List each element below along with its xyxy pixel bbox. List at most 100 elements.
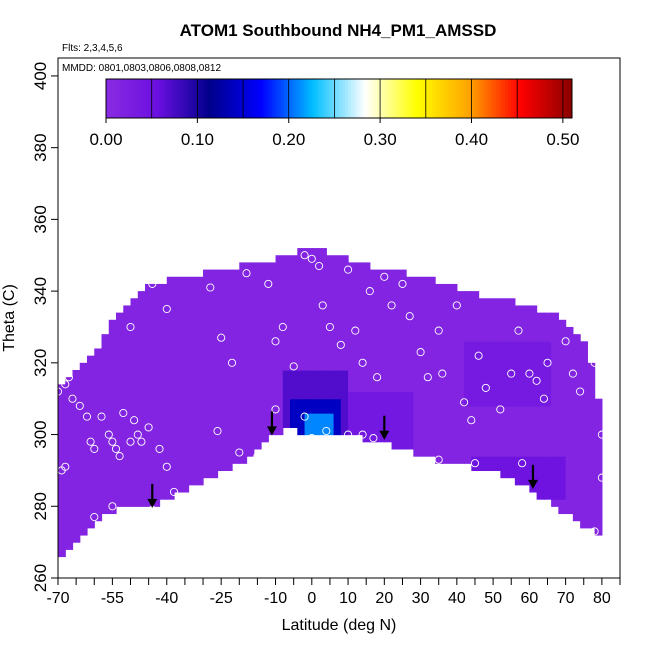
heatmap-cell (58, 520, 66, 529)
heatmap-cell (304, 391, 313, 400)
heatmap-cell (58, 391, 66, 400)
heatmap-cell (188, 463, 197, 472)
heatmap-cell (565, 448, 574, 457)
heatmap-cell (232, 362, 240, 371)
heatmap-cell (398, 312, 407, 321)
colorbar-segment (225, 79, 229, 118)
heatmap-cell (580, 405, 588, 414)
heatmap-cell (166, 334, 175, 342)
heatmap-cell (123, 341, 132, 350)
sample-point (86, 437, 95, 446)
heatmap-cell (275, 427, 284, 436)
heatmap-cell (522, 334, 530, 342)
heatmap-cell (72, 384, 81, 393)
heatmap-cell (391, 341, 400, 350)
heatmap-cell (427, 377, 436, 385)
down-arrow-icon (266, 411, 277, 436)
heatmap-cell (217, 312, 226, 321)
heatmap-cell (311, 362, 320, 371)
colorbar-segment (353, 79, 357, 118)
heatmap-cell (384, 291, 393, 299)
heatmap-cell (435, 348, 443, 357)
heatmap-cell (507, 398, 516, 407)
heatmap-cell (522, 434, 530, 443)
heatmap-cell (304, 377, 313, 385)
heatmap-cell (551, 434, 559, 443)
heatmap-cell (137, 305, 146, 314)
heatmap-cell (398, 298, 407, 307)
heatmap-cell (101, 448, 110, 457)
heatmap-cell (355, 298, 364, 307)
colorbar-segment (167, 79, 171, 118)
heatmap-cell (529, 312, 538, 321)
colorbar-segment (222, 79, 226, 118)
heatmap-cell (536, 420, 545, 428)
heatmap-cell (108, 370, 117, 378)
heatmap-cell (224, 355, 233, 364)
colorbar-segment (516, 79, 521, 118)
heatmap-cell (101, 370, 110, 378)
sample-point (300, 412, 309, 421)
heatmap-cell (478, 391, 487, 400)
heatmap-cell (413, 434, 422, 443)
heatmap-cell (137, 291, 146, 299)
x-tick-label: 40 (448, 590, 466, 607)
arrow-head (527, 479, 538, 489)
heatmap-cell (326, 269, 335, 278)
heatmap-cell (217, 291, 226, 299)
heatmap-cell (456, 456, 465, 464)
heatmap-cell (449, 326, 458, 335)
heatmap-cell (413, 420, 422, 428)
heatmap-cell (275, 391, 284, 400)
heatmap-cell (464, 405, 472, 414)
heatmap-cell (116, 341, 124, 350)
sample-point (405, 312, 414, 321)
sample-point (177, 502, 186, 511)
heatmap-cell (224, 463, 233, 472)
heatmap-cell (188, 448, 197, 457)
heatmap-cell (348, 269, 356, 278)
colorbar-segment (298, 79, 302, 118)
heatmap-cell (203, 276, 211, 285)
heatmap-cell (529, 319, 538, 328)
heatmap-cell (464, 362, 472, 371)
heatmap-cell (377, 434, 385, 443)
heatmap-cell (377, 312, 385, 321)
colorbar-segment (539, 79, 544, 118)
heatmap-cell (572, 427, 581, 436)
heatmap-cell (203, 384, 211, 393)
heatmap-cell (275, 312, 284, 321)
heatmap-cell (348, 405, 356, 414)
heatmap-cell (471, 420, 480, 428)
sample-point (539, 394, 548, 403)
x-axis-label: Latitude (deg N) (282, 617, 397, 634)
heatmap-cell (493, 441, 501, 450)
arrows (147, 411, 538, 508)
heatmap-cell (384, 377, 393, 385)
colorbar-segment (505, 79, 509, 118)
heatmap-cell (246, 448, 255, 457)
heatmap-cell (246, 398, 255, 407)
heatmap-cell (442, 427, 451, 436)
heatmap-cell (333, 283, 342, 292)
heatmap-cell (362, 269, 371, 278)
heatmap-cell (543, 463, 552, 472)
heatmap-cell (203, 305, 211, 314)
heatmap-cell (210, 269, 219, 278)
heatmap-cell (232, 269, 240, 278)
heatmap-cell (130, 362, 139, 371)
colorbar-tick-label: 0.10 (181, 130, 214, 149)
heatmap-cell (65, 420, 74, 428)
colorbar-segment (181, 79, 186, 118)
heatmap-cell (217, 441, 226, 450)
colorbar-segment (266, 79, 270, 118)
heatmap-cell (587, 413, 596, 421)
heatmap-cell (58, 527, 66, 536)
colorbar-segment (551, 79, 556, 118)
heatmap-cell (565, 355, 574, 364)
heatmap-cell (297, 262, 306, 271)
heatmap-cell (79, 420, 88, 428)
heatmap-cell (290, 370, 298, 378)
heatmap-cell (319, 348, 327, 357)
heatmap-cell (478, 441, 487, 450)
